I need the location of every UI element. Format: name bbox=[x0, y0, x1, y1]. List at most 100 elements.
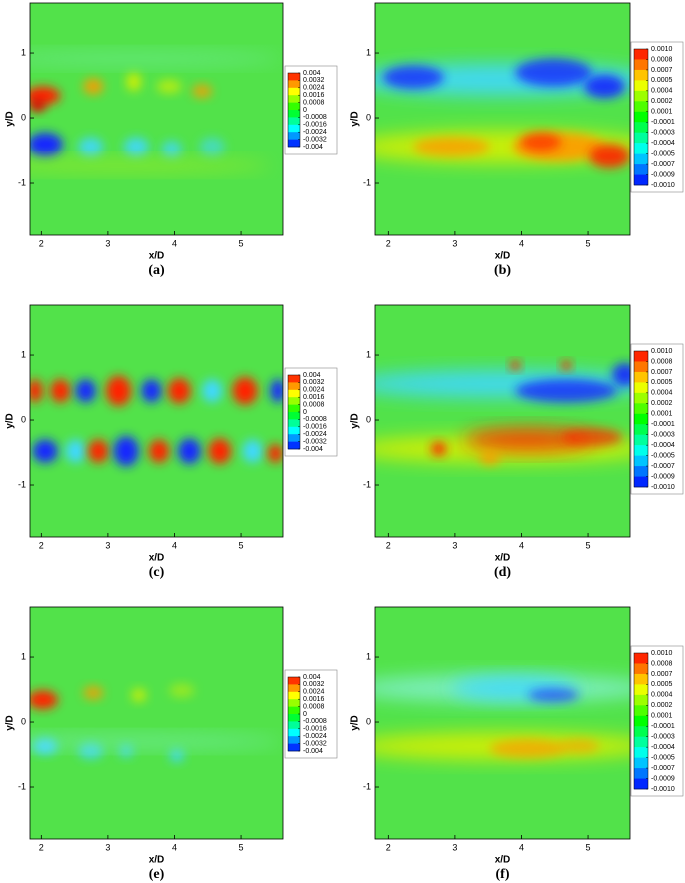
colorbar-band bbox=[634, 90, 648, 102]
colorbar-band bbox=[634, 747, 648, 758]
colorbar-label: 0.0008 bbox=[303, 401, 325, 408]
contour-blob bbox=[528, 688, 579, 703]
x-tick-label: 4 bbox=[519, 238, 524, 248]
colorbar-band bbox=[288, 382, 300, 391]
colorbar-band bbox=[288, 691, 300, 700]
contour-blob bbox=[113, 436, 139, 467]
colorbar-band bbox=[634, 59, 648, 71]
colorbar-frame bbox=[633, 48, 649, 186]
x-tick-label: 4 bbox=[172, 238, 177, 248]
colorbar-band bbox=[634, 445, 648, 456]
colorbar-label: -0.0004 bbox=[651, 744, 675, 751]
plot-frame bbox=[374, 2, 631, 236]
colorbar-frame bbox=[633, 350, 649, 488]
x-tick-label: 2 bbox=[39, 842, 44, 852]
colorbar-label: -0.0009 bbox=[651, 775, 675, 782]
colorbar-band bbox=[288, 73, 300, 81]
colorbar-band bbox=[288, 699, 300, 707]
plot-frame bbox=[29, 606, 284, 840]
contour-blob bbox=[30, 132, 63, 157]
colorbar-label: 0.0032 bbox=[303, 77, 325, 84]
x-axis-label: x/D bbox=[495, 251, 511, 262]
contour-blob bbox=[30, 690, 58, 710]
contour-blob bbox=[561, 427, 623, 447]
panel-caption: (c) bbox=[149, 565, 165, 580]
colorbar-label: 0.0016 bbox=[303, 696, 325, 703]
contour-blob bbox=[612, 363, 630, 387]
x-tick-label: 4 bbox=[172, 540, 177, 550]
colorbar-label: 0.0010 bbox=[651, 348, 673, 355]
colorbar-band bbox=[288, 426, 300, 435]
colorbar-label: 0.0032 bbox=[303, 681, 325, 688]
x-axis-label: x/D bbox=[149, 251, 165, 262]
colorbar-band bbox=[634, 663, 648, 675]
colorbar-band bbox=[634, 434, 648, 446]
colorbar-band bbox=[288, 412, 300, 420]
y-tick-label: 0 bbox=[21, 414, 26, 424]
colorbar-label: -0.004 bbox=[303, 144, 323, 151]
colorbar-band bbox=[634, 424, 648, 435]
contour-field bbox=[375, 305, 630, 537]
colorbar-band bbox=[288, 80, 300, 89]
colorbar-label: 0.0004 bbox=[651, 88, 673, 95]
colorbar-band bbox=[288, 110, 300, 118]
x-tick-label: 2 bbox=[386, 238, 391, 248]
colorbar-band bbox=[634, 382, 648, 394]
colorbar-band bbox=[288, 743, 300, 752]
contour-field bbox=[30, 3, 283, 235]
colorbar-band bbox=[634, 455, 648, 467]
x-tick-label: 4 bbox=[519, 842, 524, 852]
colorbar-band bbox=[288, 714, 300, 722]
colorbar-label: -0.0010 bbox=[651, 786, 675, 793]
y-tick-label: 1 bbox=[366, 349, 371, 359]
contour-blob bbox=[178, 438, 201, 464]
x-tick-label: 4 bbox=[519, 540, 524, 550]
contour-blob bbox=[584, 74, 625, 99]
x-tick-label: 2 bbox=[39, 238, 44, 248]
colorbar-label: 0.0007 bbox=[651, 369, 673, 376]
colorbar-band bbox=[288, 419, 300, 428]
colorbar-label: -0.0005 bbox=[651, 452, 675, 459]
colorbar-label: 0.0002 bbox=[651, 702, 673, 709]
y-tick-label: 0 bbox=[21, 112, 26, 122]
colorbar-band bbox=[288, 124, 300, 133]
x-tick-label: 5 bbox=[586, 238, 591, 248]
field-background bbox=[30, 305, 283, 537]
x-axis-label: x/D bbox=[495, 553, 511, 564]
colorbar-label: -0.0024 bbox=[303, 129, 327, 136]
contour-blob bbox=[242, 439, 263, 463]
colorbar-label: 0.0010 bbox=[651, 46, 673, 53]
contour-blob bbox=[141, 379, 162, 403]
y-tick-label: 0 bbox=[366, 112, 371, 122]
x-tick-label: 3 bbox=[105, 540, 110, 550]
colorbar-band bbox=[634, 726, 648, 737]
contour-blob bbox=[131, 688, 147, 703]
contour-blob bbox=[208, 438, 232, 464]
y-tick-label: 0 bbox=[366, 414, 371, 424]
colorbar-label: 0.0024 bbox=[303, 85, 325, 92]
colorbar-band bbox=[634, 101, 648, 113]
colorbar-label: -0.0003 bbox=[651, 734, 675, 741]
colorbar-band bbox=[634, 653, 648, 664]
colorbar-label: 0.0024 bbox=[303, 387, 325, 394]
y-tick-label: -1 bbox=[363, 177, 371, 187]
contour-blob bbox=[83, 685, 104, 700]
x-axis-label: x/D bbox=[149, 855, 165, 866]
x-tick-label: 5 bbox=[586, 540, 591, 550]
colorbar-band bbox=[634, 143, 648, 154]
colorbar-label: 0.0001 bbox=[651, 713, 673, 720]
colorbar-label: 0.0002 bbox=[651, 400, 673, 407]
colorbar-label: -0.0016 bbox=[303, 122, 327, 129]
panel-caption: (f) bbox=[496, 867, 510, 882]
plot-frame bbox=[29, 2, 284, 236]
x-tick-label: 5 bbox=[239, 238, 244, 248]
colorbar-label: 0.0032 bbox=[303, 379, 325, 386]
contour-blob bbox=[270, 379, 283, 403]
colorbar-label: -0.0003 bbox=[651, 432, 675, 439]
contour-blob bbox=[167, 378, 191, 404]
x-axis-label: x/D bbox=[495, 855, 511, 866]
colorbar-band bbox=[634, 466, 648, 477]
colorbar-band bbox=[634, 403, 648, 415]
colorbar-band bbox=[634, 153, 648, 165]
colorbar-band bbox=[288, 721, 300, 730]
